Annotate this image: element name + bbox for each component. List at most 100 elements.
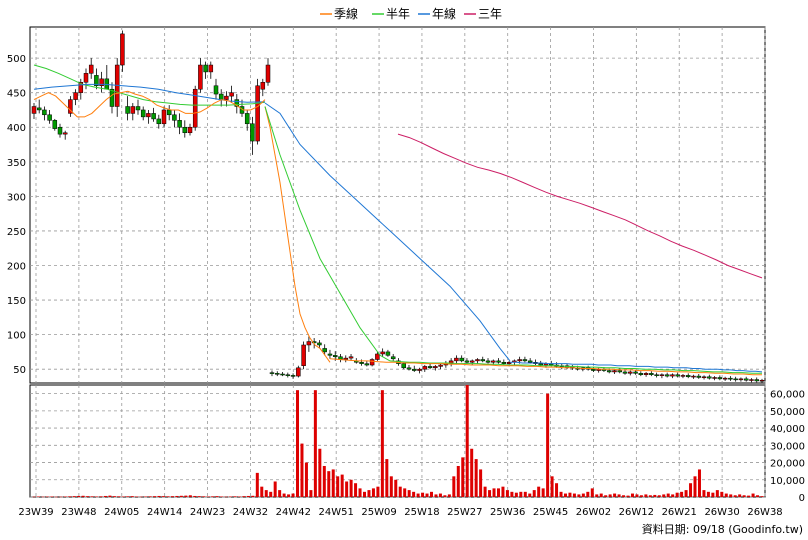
volume-bar (756, 495, 760, 497)
candle-body (285, 374, 291, 376)
candle-body (125, 106, 130, 114)
volume-bar (653, 494, 657, 497)
volume-bar (318, 448, 322, 497)
volume-tick-label: 50,000 (770, 407, 805, 418)
candle-body (622, 371, 628, 374)
candle-body (501, 362, 507, 364)
volume-bar (206, 496, 210, 497)
candle-body (754, 379, 759, 382)
volume-bar (45, 496, 49, 498)
x-tick-label: 25W45 (533, 507, 568, 518)
volume-bar (644, 494, 648, 497)
volume-bar (733, 495, 737, 497)
candle-body (433, 366, 438, 369)
x-tick-label: 26W30 (704, 507, 739, 518)
volume-bar (403, 488, 407, 497)
volume-bar (434, 494, 438, 497)
x-tick-label: 24W14 (147, 507, 182, 518)
volume-bar (385, 459, 389, 497)
ma-threeyear-line (397, 133, 763, 279)
volume-bar (577, 494, 581, 497)
candle-body (728, 377, 733, 380)
candle-body (317, 342, 322, 346)
price-frame (29, 26, 766, 384)
candle-body (260, 82, 266, 90)
volume-bar (412, 491, 416, 497)
volume-bar (702, 490, 706, 497)
candle-body (527, 360, 533, 363)
volume-tick-label: 60,000 (770, 390, 805, 401)
volume-bar (697, 469, 701, 497)
y-tick-label: 300 (7, 192, 26, 203)
y-tick-label: 250 (7, 227, 26, 238)
volume-bar (572, 493, 576, 497)
candle-body (664, 374, 670, 377)
candle-body (380, 351, 385, 355)
candle-body (496, 360, 501, 363)
source-credit: 資料日期: 09/18 (Goodinfo.tw) (642, 522, 803, 536)
volume-bar (559, 491, 563, 497)
candle-body (94, 75, 99, 87)
volume-bar (291, 493, 295, 497)
candle-body (680, 375, 686, 377)
y-tick-label: 450 (7, 89, 26, 100)
candle-body (203, 64, 208, 73)
volume-bar (523, 491, 527, 497)
candle-body (422, 366, 428, 370)
volume-bar (675, 492, 679, 497)
y-tick-label: 400 (7, 123, 26, 134)
volume-bar (760, 496, 764, 497)
legend-label: 季線 (334, 6, 358, 21)
volume-bar (162, 496, 166, 497)
candle-body (385, 351, 391, 356)
ma-quarter-line (33, 90, 266, 118)
candle-body (743, 378, 749, 381)
candle-body (606, 370, 612, 373)
volume-bar (639, 495, 643, 497)
volume-tick-label: 20,000 (770, 459, 805, 470)
volume-bar (63, 496, 67, 497)
volume-bar (166, 496, 170, 497)
volume-bar (608, 494, 612, 497)
volume-bar (599, 493, 603, 497)
x-tick-label: 26W38 (747, 507, 782, 518)
volume-bar (483, 486, 487, 497)
candle-body (633, 371, 638, 374)
candle-body (83, 73, 89, 83)
ma-quarter-line (264, 106, 331, 363)
volume-bar (255, 472, 259, 497)
candle-body (218, 93, 224, 100)
candle-body (390, 356, 396, 360)
candle-body (517, 359, 522, 362)
candle-body (522, 359, 528, 362)
candle-body (269, 372, 275, 374)
volume-bar (407, 490, 411, 497)
volume-bar (273, 481, 277, 497)
volume-bar (492, 488, 496, 497)
volume-bar (720, 491, 724, 497)
candle-body (612, 370, 617, 373)
x-tick-label: 26W12 (619, 507, 654, 518)
volume-bar (354, 483, 358, 497)
volume-bar (211, 496, 215, 497)
volume-bar (550, 476, 554, 497)
volume-bar (416, 493, 420, 497)
x-tick-label: 26W02 (576, 507, 611, 518)
candle-body (738, 378, 744, 381)
volume-bar (461, 457, 465, 497)
volume-bar (202, 496, 206, 497)
candle-body (327, 353, 333, 356)
volume-tick-label: 10,000 (770, 476, 805, 487)
volume-bar (622, 495, 626, 497)
x-tick-label: 25W36 (490, 507, 525, 518)
volume-bar (671, 494, 675, 497)
volume-bar (188, 495, 192, 497)
candle-body (234, 99, 240, 107)
candle-body (591, 368, 596, 371)
volume-bar (36, 496, 40, 497)
volume-bar (170, 496, 174, 497)
volume-frame (29, 384, 766, 498)
candle-body (47, 114, 52, 121)
candle-body (130, 106, 136, 114)
